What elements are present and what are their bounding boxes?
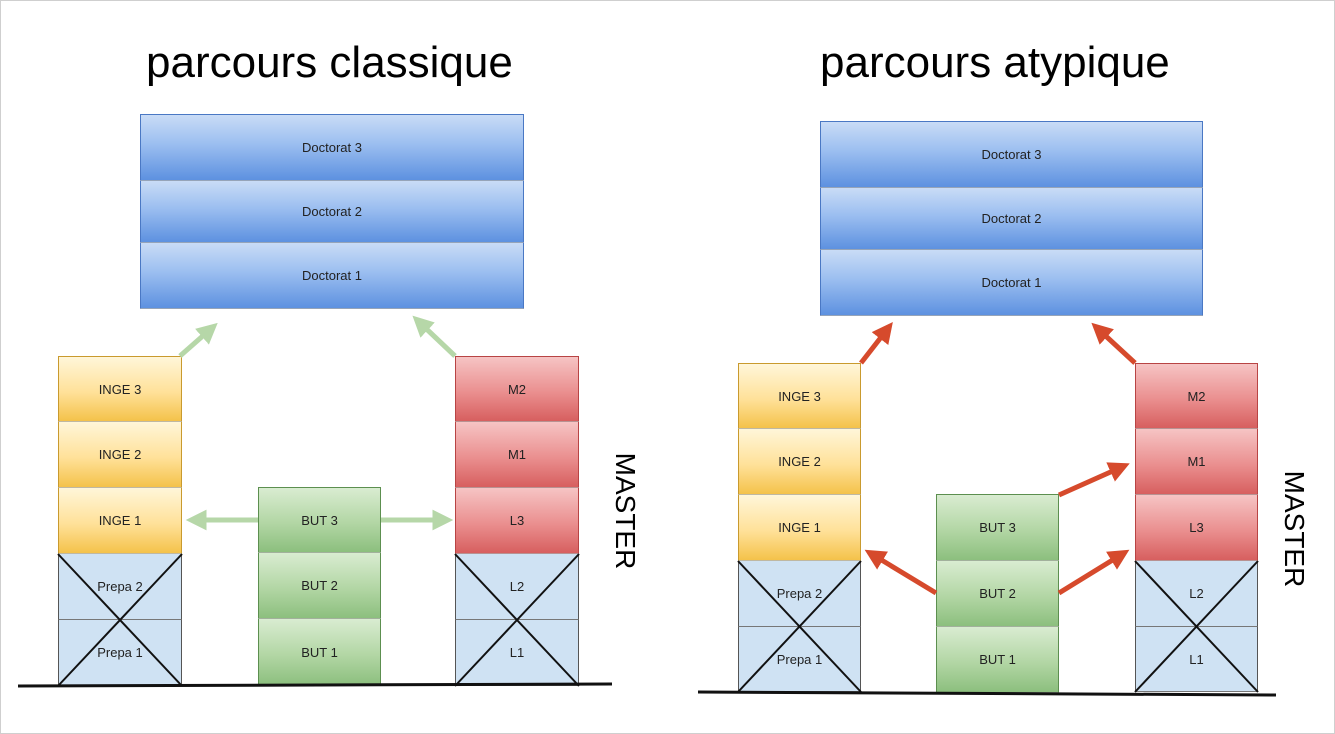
label-prepa-2: Prepa 2 [97, 579, 143, 594]
title-atypical: parcours atypique [820, 38, 1170, 87]
box-l3: L3 [455, 488, 579, 554]
label-m1: M1 [507, 447, 527, 462]
box-doctorat-2: Doctorat 2 [140, 181, 524, 243]
label-prepa-1: Prepa 1 [97, 645, 143, 660]
label-inge-3: INGE 3 [98, 381, 142, 397]
box-prepa-2-atypical: Prepa 2 [738, 561, 861, 627]
box-inge-1: INGE 1 [58, 488, 182, 554]
label-doctorat-3: Doctorat 3 [302, 140, 362, 155]
box-l3-atypical: L3 [1135, 495, 1258, 561]
box-m1: M1 [455, 422, 579, 488]
box-doctorat-1: Doctorat 1 [140, 243, 524, 309]
label-l1-atypical: L1 [1189, 651, 1204, 667]
label-inge-3-atypical: INGE 3 [778, 388, 821, 404]
label-inge-2: INGE 2 [98, 447, 142, 462]
box-but-2: BUT 2 [258, 553, 381, 619]
box-but-2-atypical: BUT 2 [936, 561, 1059, 627]
title-classic: parcours classique [146, 38, 513, 87]
box-doctorat-3: Doctorat 3 [140, 114, 524, 181]
label-inge-2-atypical: INGE 2 [778, 454, 821, 469]
label-l3: L3 [509, 513, 525, 528]
box-m2: M2 [455, 356, 579, 422]
box-prepa-1-atypical: Prepa 1 [738, 627, 861, 692]
box-doctorat-2-atypical: Doctorat 2 [820, 188, 1203, 250]
label-l2: L2 [509, 579, 525, 594]
label-but-3-atypical: BUT 3 [979, 520, 1016, 535]
box-prepa-2: Prepa 2 [58, 554, 182, 620]
box-l2-atypical: L2 [1135, 561, 1258, 627]
label-doctorat-1-atypical: Doctorat 1 [981, 275, 1042, 290]
box-m2-atypical: M2 [1135, 363, 1258, 429]
label-inge-1: INGE 1 [98, 513, 142, 528]
label-prepa-1-atypical: Prepa 1 [776, 651, 823, 667]
label-but-2: BUT 2 [301, 578, 338, 593]
label-but-1-atypical: BUT 1 [979, 652, 1016, 667]
box-but-1-atypical: BUT 1 [936, 627, 1059, 693]
box-inge-2: INGE 2 [58, 422, 182, 488]
label-l2-atypical: L2 [1189, 586, 1204, 601]
box-inge-2-atypical: INGE 2 [738, 429, 861, 495]
label-m1-atypical: M1 [1187, 454, 1206, 469]
box-prepa-1: Prepa 1 [58, 620, 182, 686]
box-inge-3-atypical: INGE 3 [738, 363, 861, 429]
box-l2: L2 [455, 554, 579, 620]
label-l1: L1 [509, 645, 525, 660]
label-but-2-atypical: BUT 2 [979, 586, 1016, 601]
box-doctorat-1-atypical: Doctorat 1 [820, 250, 1203, 316]
label-but-3: BUT 3 [301, 512, 338, 528]
label-m2: M2 [507, 381, 527, 397]
box-but-3-atypical: BUT 3 [936, 494, 1059, 561]
label-l3-atypical: L3 [1189, 520, 1204, 535]
box-l1: L1 [455, 620, 579, 686]
label-doctorat-2-atypical: Doctorat 2 [981, 211, 1042, 226]
label-m2-atypical: M2 [1187, 388, 1206, 404]
master-label-atypical: MASTER [1279, 470, 1310, 588]
box-doctorat-3-atypical: Doctorat 3 [820, 121, 1203, 188]
label-doctorat-1: Doctorat 1 [302, 268, 362, 283]
box-inge-3: INGE 3 [58, 356, 182, 422]
label-but-1: BUT 1 [301, 644, 338, 660]
box-but-3: BUT 3 [258, 487, 381, 553]
label-doctorat-3-atypical: Doctorat 3 [981, 147, 1042, 162]
box-inge-1-atypical: INGE 1 [738, 495, 861, 561]
box-but-1: BUT 1 [258, 619, 381, 686]
box-l1-atypical: L1 [1135, 627, 1258, 692]
master-label-classic: MASTER [610, 452, 641, 570]
label-prepa-2-atypical: Prepa 2 [776, 586, 823, 601]
label-doctorat-2: Doctorat 2 [302, 204, 362, 219]
label-inge-1-atypical: INGE 1 [778, 520, 821, 535]
box-m1-atypical: M1 [1135, 429, 1258, 495]
